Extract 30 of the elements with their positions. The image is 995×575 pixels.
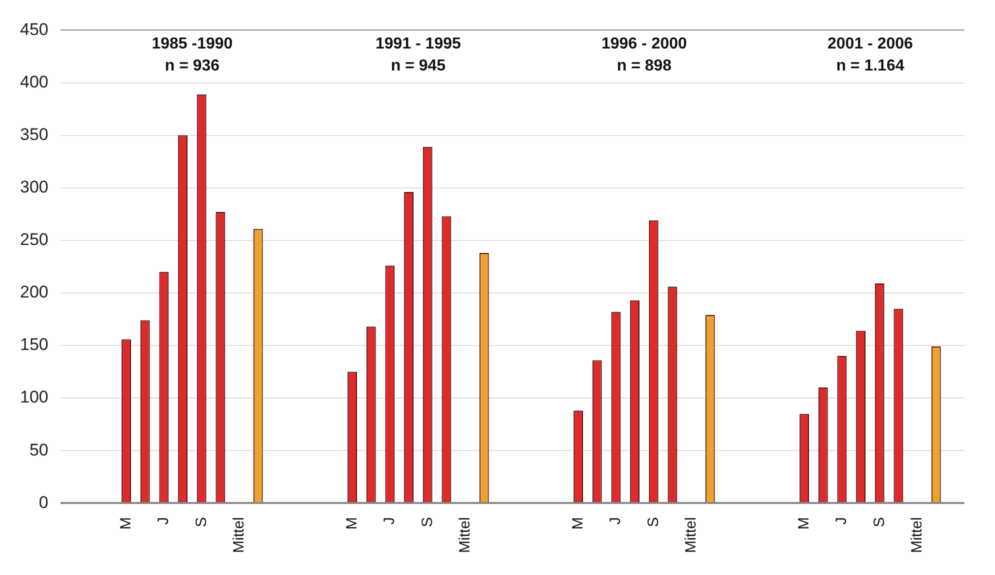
y-tick-label: 150 bbox=[20, 335, 48, 354]
x-tick-label: S bbox=[418, 517, 436, 528]
x-tick-label: J bbox=[155, 517, 172, 525]
y-tick-label: 250 bbox=[20, 230, 48, 250]
y-tick-label: 50 bbox=[29, 440, 48, 460]
y-tick-label: 400 bbox=[20, 72, 48, 92]
x-tick-label: S bbox=[870, 517, 888, 528]
y-tick-label: 0 bbox=[38, 492, 48, 512]
y-tick-label: 350 bbox=[20, 124, 48, 144]
x-tick-label: M bbox=[343, 517, 360, 530]
x-tick-label: M bbox=[795, 517, 812, 530]
y-tick-label: 300 bbox=[20, 178, 48, 197]
annotation: 1996 - 2000 n = 898 bbox=[602, 36, 688, 75]
x-tick-label: Mittel bbox=[908, 517, 926, 554]
x-tick-label: M bbox=[569, 517, 586, 530]
x-tick-label: M bbox=[117, 517, 134, 530]
x-tick-label: Mittel bbox=[230, 517, 248, 554]
annotation: 1991 - 1995 n = 945 bbox=[376, 36, 462, 75]
x-tick-label: S bbox=[644, 517, 662, 528]
x-tick-label: Mittel bbox=[682, 517, 700, 554]
annotation: 1985 -1990 n = 936 bbox=[152, 36, 233, 75]
x-tick-label: J bbox=[833, 517, 850, 525]
x-tick-label: S bbox=[192, 517, 210, 528]
x-tick-label: J bbox=[381, 517, 398, 525]
y-tick-label: 100 bbox=[20, 388, 48, 407]
y-tick-label: 450 bbox=[20, 20, 48, 39]
x-tick-label: Mittel bbox=[456, 517, 474, 554]
y-tick-label: 200 bbox=[20, 282, 48, 302]
annotation: 2001 - 2006 n = 1.164 bbox=[828, 36, 914, 75]
x-tick-label: J bbox=[607, 517, 624, 525]
